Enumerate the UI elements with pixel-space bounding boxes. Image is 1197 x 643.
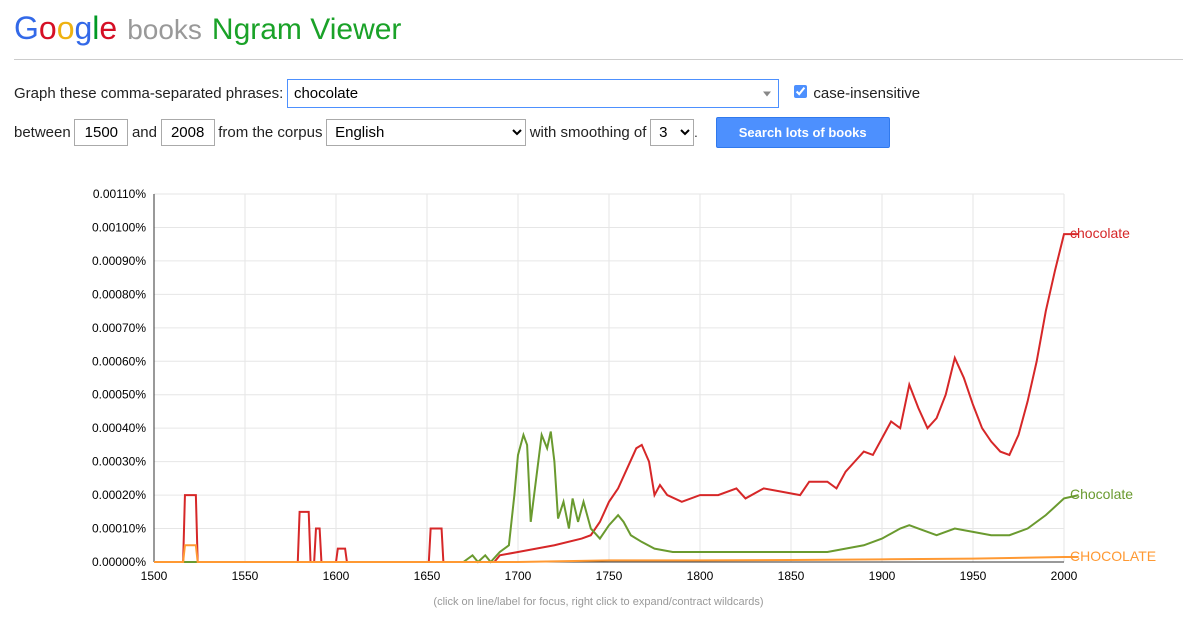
svg-text:1600: 1600 [322, 569, 349, 583]
graph-phrases-label: Graph these comma-separated phrases: [14, 85, 283, 102]
svg-text:1650: 1650 [413, 569, 440, 583]
svg-text:0.00020%: 0.00020% [91, 488, 145, 502]
svg-text:1550: 1550 [231, 569, 258, 583]
smoothing-label: with smoothing of [530, 124, 647, 141]
svg-text:0.00100%: 0.00100% [91, 220, 145, 234]
svg-text:0.00110%: 0.00110% [92, 187, 145, 201]
svg-text:2000: 2000 [1050, 569, 1077, 583]
between-label: between [14, 124, 71, 141]
year-from-input[interactable] [74, 119, 128, 146]
svg-text:1800: 1800 [686, 569, 713, 583]
and-label: and [132, 124, 157, 141]
svg-text:0.00040%: 0.00040% [91, 421, 145, 435]
corpus-select[interactable]: English [326, 119, 526, 146]
svg-text:0.00090%: 0.00090% [91, 254, 145, 268]
series-label-chocolate[interactable]: chocolate [1070, 225, 1130, 241]
controls: Graph these comma-separated phrases: cas… [14, 74, 1183, 152]
svg-text:0.00030%: 0.00030% [91, 455, 145, 469]
svg-text:0.00070%: 0.00070% [91, 321, 145, 335]
search-button[interactable]: Search lots of books [716, 117, 890, 148]
chart-area: 0.00000% 0.00010% 0.00020% 0.00030% 0.00040%… [14, 182, 1183, 592]
series-Chocolate[interactable] [154, 432, 1079, 562]
series-label-CHOCOLATE[interactable]: CHOCOLATE [1070, 548, 1156, 564]
books-label: books [127, 14, 202, 46]
svg-text:0.00000%: 0.00000% [91, 555, 145, 569]
svg-text:1750: 1750 [595, 569, 622, 583]
google-logo: Google [14, 10, 117, 47]
series-chocolate[interactable] [154, 234, 1079, 562]
year-to-input[interactable] [161, 119, 215, 146]
svg-text:0.00050%: 0.00050% [91, 388, 145, 402]
case-insensitive-checkbox[interactable] [794, 85, 807, 98]
dropdown-icon[interactable] [763, 91, 771, 96]
smoothing-select[interactable]: 3 [650, 119, 694, 146]
svg-text:1500: 1500 [140, 569, 167, 583]
series-CHOCOLATE[interactable] [154, 545, 1079, 562]
corpus-label: from the corpus [218, 124, 322, 141]
chart-footnote: (click on line/label for focus, right cl… [14, 596, 1183, 608]
svg-text:0.00080%: 0.00080% [91, 287, 145, 301]
svg-text:0.00010%: 0.00010% [91, 522, 145, 536]
svg-text:1900: 1900 [868, 569, 895, 583]
svg-text:0.00060%: 0.00060% [91, 354, 145, 368]
svg-text:1850: 1850 [777, 569, 804, 583]
svg-text:1950: 1950 [959, 569, 986, 583]
header: Google books Ngram Viewer [14, 10, 1183, 59]
svg-text:1700: 1700 [504, 569, 531, 583]
case-insensitive-label: case-insensitive [813, 85, 920, 102]
ngram-viewer-title: Ngram Viewer [212, 13, 402, 47]
header-divider [14, 59, 1183, 60]
ngram-chart: 0.00000% 0.00010% 0.00020% 0.00030% 0.00040%… [24, 182, 1174, 592]
phrase-input[interactable] [287, 79, 779, 108]
series-label-Chocolate[interactable]: Chocolate [1070, 486, 1133, 502]
